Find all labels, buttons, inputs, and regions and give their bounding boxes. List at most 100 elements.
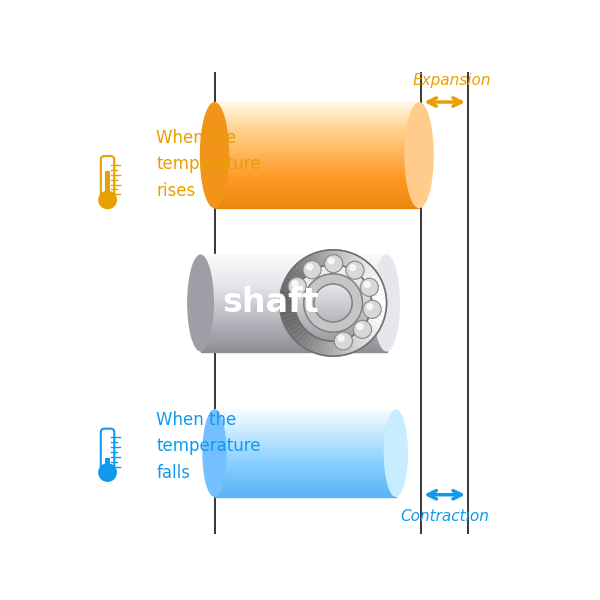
Text: Expansion: Expansion	[412, 73, 491, 88]
Bar	[215, 451, 396, 452]
Bar	[200, 262, 386, 263]
Bar	[215, 144, 419, 145]
Bar	[200, 293, 386, 294]
Bar	[215, 495, 396, 496]
Bar	[200, 288, 386, 289]
Bar	[215, 140, 419, 142]
Bar	[215, 412, 396, 413]
Bar	[215, 149, 419, 151]
Bar	[200, 331, 386, 332]
Bar	[215, 134, 419, 136]
Bar	[215, 425, 396, 427]
Bar	[215, 414, 396, 415]
Bar	[215, 459, 396, 460]
Bar	[200, 311, 386, 313]
Bar	[215, 159, 419, 160]
Bar	[200, 302, 386, 304]
Wedge shape	[340, 251, 347, 266]
Bar	[215, 118, 419, 119]
Wedge shape	[343, 251, 352, 267]
Bar	[200, 299, 386, 301]
Bar	[215, 431, 396, 433]
Bar	[215, 488, 396, 489]
Wedge shape	[358, 330, 371, 344]
Bar	[215, 114, 419, 115]
Bar	[215, 454, 396, 455]
Bar	[215, 443, 396, 445]
Bar	[215, 123, 419, 124]
Bar	[215, 175, 419, 176]
Bar	[200, 314, 386, 316]
Bar	[215, 442, 396, 443]
Bar	[215, 198, 419, 199]
Bar	[215, 189, 419, 191]
Bar	[215, 487, 396, 488]
Bar	[215, 432, 396, 433]
Bar	[215, 196, 419, 197]
Bar	[200, 262, 386, 263]
Bar	[215, 482, 396, 484]
Bar	[200, 311, 386, 312]
Bar	[215, 191, 419, 193]
Wedge shape	[355, 259, 367, 274]
Bar	[200, 309, 386, 310]
Bar	[215, 172, 419, 174]
Bar	[106, 171, 110, 197]
Bar	[200, 283, 386, 284]
Bar	[215, 492, 396, 493]
Bar	[215, 434, 396, 435]
Bar	[215, 113, 419, 115]
Bar	[200, 266, 386, 268]
Bar	[215, 472, 396, 473]
Bar	[200, 347, 386, 348]
Bar	[215, 167, 419, 169]
Bar	[215, 127, 419, 128]
Bar	[200, 263, 386, 264]
Bar	[215, 190, 419, 191]
Bar	[200, 254, 386, 255]
Bar	[215, 445, 396, 446]
Circle shape	[303, 260, 321, 279]
Bar	[215, 143, 419, 145]
Bar	[215, 417, 396, 418]
Circle shape	[306, 263, 313, 271]
Bar	[200, 260, 386, 261]
Bar	[200, 349, 386, 351]
Ellipse shape	[384, 409, 408, 497]
Bar	[200, 281, 386, 282]
Bar	[200, 346, 386, 347]
Bar	[200, 274, 386, 275]
Bar	[200, 287, 386, 289]
Bar	[200, 291, 386, 292]
Bar	[200, 304, 386, 305]
Bar	[215, 429, 396, 430]
Circle shape	[349, 264, 356, 271]
Wedge shape	[283, 316, 298, 325]
Bar	[200, 284, 386, 285]
Bar	[200, 318, 386, 319]
Bar	[215, 110, 419, 111]
Bar	[215, 150, 419, 152]
Bar	[215, 157, 419, 158]
Bar	[200, 325, 386, 326]
Bar	[215, 107, 419, 108]
Bar	[215, 467, 396, 469]
Bar	[215, 109, 419, 110]
Bar	[215, 125, 419, 126]
Bar	[215, 484, 396, 485]
Bar	[215, 476, 396, 477]
Bar	[200, 332, 386, 334]
Wedge shape	[368, 281, 383, 290]
Wedge shape	[340, 340, 347, 355]
Bar	[215, 482, 396, 483]
Bar	[200, 314, 386, 315]
Bar	[215, 166, 419, 167]
Bar	[215, 481, 396, 482]
Bar	[215, 127, 419, 128]
Bar	[200, 269, 386, 271]
Wedge shape	[299, 259, 311, 274]
Bar	[215, 437, 396, 438]
Bar	[200, 285, 386, 286]
Bar	[200, 298, 386, 299]
Bar	[200, 256, 386, 258]
